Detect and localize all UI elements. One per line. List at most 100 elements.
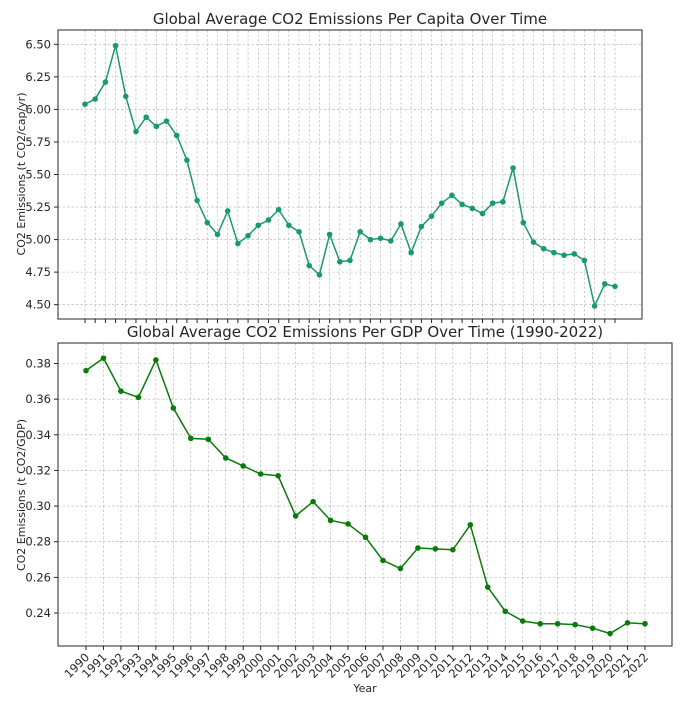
y-tick-label: 0.26 xyxy=(25,570,51,584)
data-point xyxy=(170,405,177,411)
data-point xyxy=(222,455,229,461)
data-point xyxy=(484,584,491,590)
data-point xyxy=(500,199,506,205)
data-point xyxy=(362,534,369,541)
data-point xyxy=(387,238,394,244)
data-point xyxy=(624,620,631,626)
y-tick-label: 6.25 xyxy=(25,70,51,84)
data-point xyxy=(537,620,543,627)
data-point xyxy=(479,210,486,217)
data-point xyxy=(561,252,567,259)
data-point xyxy=(257,471,264,477)
data-point xyxy=(571,251,578,257)
data-point xyxy=(612,283,618,290)
data-point xyxy=(367,236,374,243)
data-point xyxy=(143,114,149,121)
plot-frame xyxy=(57,29,643,320)
data-point xyxy=(520,219,527,226)
chart-per-gdp: Global Average CO2 Emissions Per GDP Ove… xyxy=(15,323,673,695)
data-point xyxy=(135,394,142,401)
data-point xyxy=(102,79,109,85)
y-tick-label: 5.50 xyxy=(25,168,51,182)
data-point xyxy=(275,472,281,479)
data-point xyxy=(163,118,170,124)
data-point xyxy=(459,201,465,208)
data-point xyxy=(554,620,561,627)
data-point xyxy=(510,165,516,171)
data-point xyxy=(83,367,89,374)
data-point xyxy=(589,625,596,631)
data-point xyxy=(469,205,476,212)
data-point xyxy=(188,435,194,442)
data-point xyxy=(602,281,608,287)
y-tick-label: 0.32 xyxy=(25,463,51,477)
data-point xyxy=(296,228,302,235)
x-axis-label: Year xyxy=(352,682,377,695)
data-point xyxy=(418,223,425,230)
data-point xyxy=(581,257,588,264)
data-point xyxy=(153,357,159,363)
data-point xyxy=(519,618,526,624)
y-tick-label: 0.28 xyxy=(25,535,51,549)
data-point xyxy=(82,101,88,108)
y-tick-label: 6.00 xyxy=(25,102,51,116)
data-point xyxy=(540,245,547,252)
y-tick-label: 5.00 xyxy=(25,233,51,247)
data-point xyxy=(607,630,613,637)
data-point xyxy=(380,557,386,564)
y-tick-label: 0.30 xyxy=(25,499,51,513)
data-point xyxy=(357,228,363,235)
data-point xyxy=(194,197,200,204)
data-point xyxy=(92,96,98,102)
data-point xyxy=(306,262,313,269)
data-point xyxy=(398,221,404,227)
chart-title: Global Average CO2 Emissions Per GDP Ove… xyxy=(127,323,603,341)
data-point xyxy=(240,463,247,469)
data-point xyxy=(432,546,439,552)
y-tick-label: 6.50 xyxy=(25,37,51,51)
data-point xyxy=(327,517,334,524)
y-tick-label: 0.36 xyxy=(25,392,51,406)
y-tick-label: 0.24 xyxy=(25,606,51,620)
data-point xyxy=(204,219,211,226)
data-point xyxy=(326,231,333,238)
y-tick-label: 0.38 xyxy=(25,356,51,370)
data-point xyxy=(245,232,251,239)
chart-per-capita: Global Average CO2 Emissions Per Capita … xyxy=(15,10,643,323)
data-point xyxy=(133,128,139,135)
data-point xyxy=(415,545,421,551)
data-point xyxy=(235,240,241,247)
data-point xyxy=(502,608,509,615)
data-point xyxy=(286,222,292,229)
data-point xyxy=(214,231,221,238)
data-point xyxy=(438,200,445,206)
data-point xyxy=(428,213,435,219)
data-point xyxy=(467,522,474,528)
data-point xyxy=(292,513,299,519)
data-point xyxy=(316,271,323,278)
data-point xyxy=(275,206,282,213)
y-tick-label: 5.25 xyxy=(25,200,51,214)
data-point xyxy=(347,257,353,264)
data-point xyxy=(408,249,414,256)
data-point xyxy=(122,93,129,100)
chart-title: Global Average CO2 Emissions Per Capita … xyxy=(153,10,547,28)
y-tick-label: 4.50 xyxy=(25,298,51,312)
data-point xyxy=(205,436,212,443)
data-point xyxy=(551,249,557,256)
plot-frame xyxy=(57,342,673,647)
data-point xyxy=(530,239,537,245)
data-point xyxy=(255,222,262,229)
y-tick-label: 5.75 xyxy=(25,135,51,149)
data-point xyxy=(100,355,107,361)
data-point xyxy=(310,498,316,505)
y-axis-label: CO2 Emissions (t CO2/cap/yr) xyxy=(15,93,28,256)
data-point xyxy=(450,546,456,553)
data-point xyxy=(345,521,351,527)
data-point xyxy=(184,157,190,163)
data-point xyxy=(265,217,272,223)
data-point xyxy=(489,200,496,206)
y-axis-label: CO2 Emissions (t CO2/GDP) xyxy=(15,419,28,571)
data-point xyxy=(572,621,578,628)
data-point xyxy=(224,208,231,214)
